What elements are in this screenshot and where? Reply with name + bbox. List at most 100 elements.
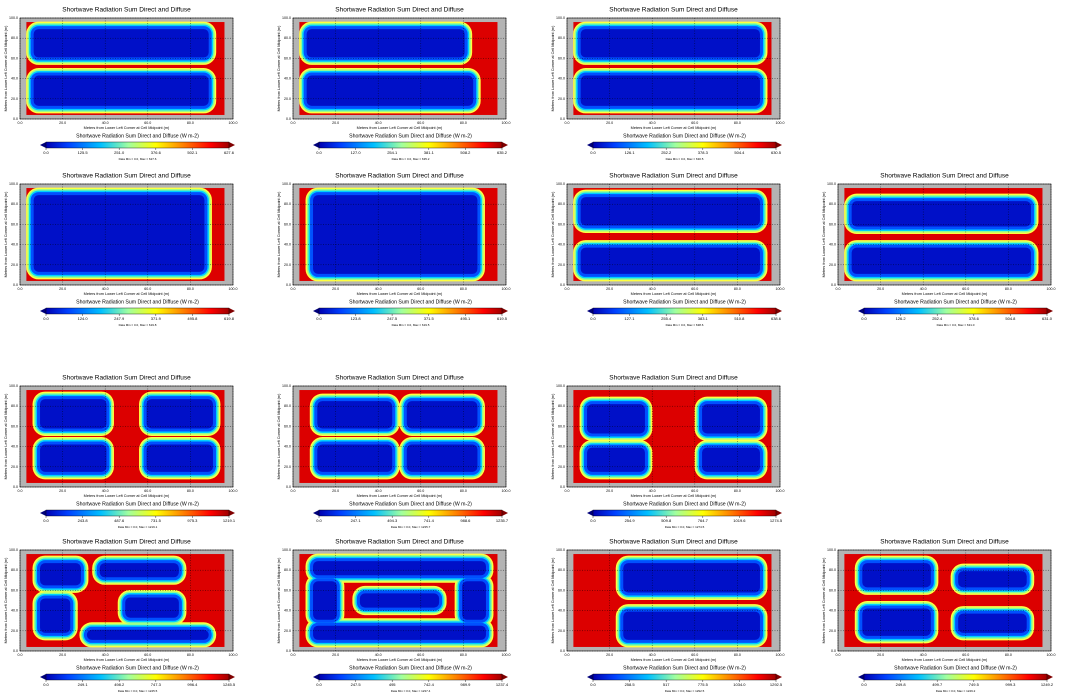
x-axis-label: Meters from Lower Left Corner at Cell Mi…: [631, 126, 717, 130]
colorbar: [592, 509, 777, 517]
panel-title: Shortwave Radiation Sum Direct and Diffu…: [62, 173, 191, 180]
y-tick-label: 80.0: [11, 36, 18, 40]
y-tick-label: 20.0: [829, 629, 836, 633]
y-tick-label: 20.0: [558, 629, 565, 633]
colorbar-end: [502, 510, 508, 516]
panel: Shortwave Radiation Sum Direct and Diffu…: [4, 375, 238, 529]
y-tick-label: 60.0: [558, 588, 565, 592]
y-axis-label: Meters from Lower Left Corner at Cell Mi…: [551, 393, 555, 479]
x-axis-label: Meters from Lower Left Corner at Cell Mi…: [357, 494, 443, 498]
colorbar-tick-label: 249.1: [78, 682, 89, 687]
panel: Shortwave Radiation Sum Direct and Diffu…: [4, 7, 238, 161]
x-tick-label: 0.0: [565, 489, 570, 493]
y-tick-label: 20.0: [284, 97, 291, 101]
field-region: [313, 625, 486, 640]
colorbar: [45, 509, 230, 517]
field-region: [580, 247, 760, 274]
colorbar-tick-label: 0.0: [861, 682, 867, 687]
y-tick-label: 80.0: [558, 568, 565, 572]
colorbar-tick-label: 495.1: [460, 316, 471, 321]
x-tick-label: 60.0: [691, 489, 698, 493]
x-tick-label: 20.0: [606, 653, 613, 657]
colorbar-tick-label: 1019.6: [733, 518, 746, 523]
colorbar-tick-label: 1274.5: [770, 518, 783, 523]
x-axis-label: Meters from Lower Left Corner at Cell Mi…: [631, 292, 717, 296]
colorbar-end: [229, 308, 235, 314]
x-tick-label: 60.0: [691, 121, 698, 125]
colorbar: [318, 141, 503, 149]
colorbar-title: Shortwave Radiation Sum Direct and Diffu…: [623, 299, 746, 305]
data-stats: Data Min = 0.0, Max = 619.5: [392, 323, 430, 327]
data-stats: Data Min = 0.0, Max = 1292.5: [665, 689, 705, 693]
colorbar-end: [229, 674, 235, 680]
colorbar-title: Shortwave Radiation Sum Direct and Diffu…: [76, 133, 199, 139]
y-tick-label: 40.0: [829, 243, 836, 247]
field-region: [33, 195, 205, 272]
x-tick-label: 60.0: [417, 287, 424, 291]
colorbar-tick-label: 254.9: [625, 518, 636, 523]
colorbar-end: [313, 142, 319, 148]
colorbar-tick-label: 638.6: [771, 316, 782, 321]
y-tick-label: 60.0: [11, 222, 18, 226]
y-tick-label: 80.0: [284, 404, 291, 408]
data-stats: Data Min = 0.0, Max = 631.0: [937, 323, 975, 327]
y-tick-label: 100.0: [556, 548, 565, 552]
x-tick-label: 100.0: [229, 489, 238, 493]
colorbar-tick-label: 619.5: [497, 316, 508, 321]
colorbar-end: [587, 510, 593, 516]
y-tick-label: 40.0: [11, 445, 18, 449]
y-tick-label: 100.0: [827, 182, 836, 186]
x-tick-label: 20.0: [606, 287, 613, 291]
panel-title: Shortwave Radiation Sum Direct and Diffu…: [335, 173, 464, 180]
panel-title: Shortwave Radiation Sum Direct and Diffu…: [335, 375, 464, 382]
panel: Shortwave Radiation Sum Direct and Diffu…: [277, 375, 511, 529]
colorbar-end: [858, 308, 864, 314]
y-axis-label: Meters from Lower Left Corner at Cell Mi…: [277, 25, 281, 111]
x-axis-label: Meters from Lower Left Corner at Cell Mi…: [84, 658, 170, 662]
colorbar-tick-label: 495: [389, 682, 396, 687]
x-tick-label: 0.0: [18, 287, 23, 291]
panel: Shortwave Radiation Sum Direct and Diffu…: [822, 539, 1056, 693]
y-tick-label: 20.0: [11, 465, 18, 469]
colorbar-tick-label: 630.5: [771, 150, 782, 155]
x-tick-label: 100.0: [776, 489, 785, 493]
colorbar-tick-label: 631.0: [1042, 316, 1053, 321]
colorbar-tick-label: 0.0: [861, 316, 867, 321]
field-region: [99, 563, 179, 578]
plot-frame: [837, 183, 1052, 286]
x-tick-label: 20.0: [59, 489, 66, 493]
x-tick-label: 80.0: [460, 121, 467, 125]
plot-frame: [566, 385, 781, 488]
colorbar-end: [40, 510, 46, 516]
x-tick-label: 60.0: [962, 653, 969, 657]
x-tick-label: 20.0: [877, 653, 884, 657]
colorbar-end: [313, 308, 319, 314]
colorbar-tick-label: 1235.7: [496, 518, 509, 523]
x-tick-label: 0.0: [18, 489, 23, 493]
colorbar-end: [587, 674, 593, 680]
colorbar-tick-label: 502.1: [187, 150, 198, 155]
y-tick-label: 60.0: [284, 222, 291, 226]
y-tick-label: 100.0: [556, 384, 565, 388]
x-tick-label: 0.0: [291, 489, 296, 493]
y-tick-label: 60.0: [284, 56, 291, 60]
colorbar-title: Shortwave Radiation Sum Direct and Diffu…: [76, 665, 199, 671]
x-tick-label: 100.0: [229, 653, 238, 657]
colorbar-tick-label: 0.0: [43, 316, 49, 321]
colorbar-tick-label: 376.6: [151, 150, 162, 155]
colorbar-title: Shortwave Radiation Sum Direct and Diffu…: [349, 299, 472, 305]
plot-frame: [566, 549, 781, 652]
data-stats: Data Min = 0.0, Max = 1219.1: [118, 525, 158, 529]
colorbar: [863, 307, 1048, 315]
colorbar-end: [502, 674, 508, 680]
field-region: [587, 404, 645, 434]
plot-frame: [292, 17, 507, 120]
colorbar-tick-label: 996.4: [187, 682, 198, 687]
colorbar-end: [313, 674, 319, 680]
colorbar-tick-label: 0.0: [590, 150, 596, 155]
x-tick-label: 100.0: [229, 121, 238, 125]
colorbar: [863, 673, 1048, 681]
x-tick-label: 20.0: [59, 653, 66, 657]
x-tick-label: 0.0: [18, 121, 23, 125]
y-tick-label: 100.0: [282, 548, 291, 552]
